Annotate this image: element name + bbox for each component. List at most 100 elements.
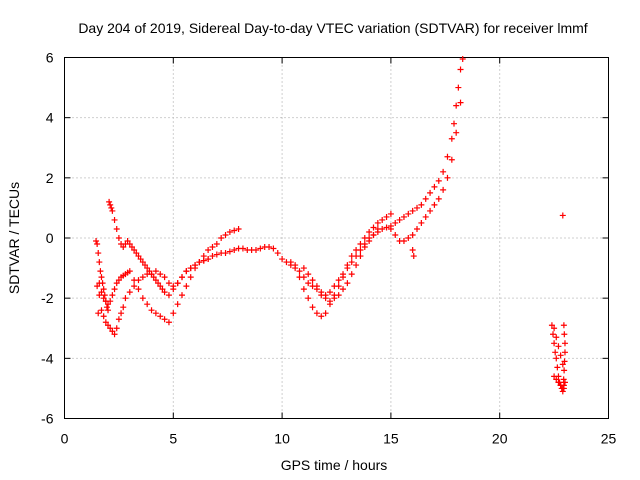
chart-title: Day 204 of 2019, Sidereal Day-to-day VTE… bbox=[78, 20, 587, 36]
data-point bbox=[435, 177, 442, 184]
data-point bbox=[561, 358, 568, 365]
data-point bbox=[152, 310, 159, 317]
data-point bbox=[457, 66, 464, 73]
data-point bbox=[165, 280, 172, 287]
data-point bbox=[361, 235, 368, 241]
data-point bbox=[326, 289, 333, 296]
data-point bbox=[387, 225, 394, 232]
data-point bbox=[340, 271, 347, 278]
data-point bbox=[348, 253, 355, 260]
data-point bbox=[561, 349, 568, 356]
data-point bbox=[548, 322, 555, 329]
data-point bbox=[561, 379, 568, 386]
data-point bbox=[400, 238, 407, 245]
data-point bbox=[179, 292, 186, 299]
data-point bbox=[313, 310, 320, 317]
data-point bbox=[344, 280, 351, 287]
x-tick-label: 0 bbox=[61, 431, 69, 447]
data-point bbox=[431, 183, 438, 190]
data-point bbox=[370, 224, 377, 231]
data-point bbox=[144, 301, 151, 308]
data-point bbox=[155, 280, 162, 287]
y-axis-label: SDTVAR / TECUs bbox=[6, 182, 22, 294]
data-point bbox=[152, 268, 159, 275]
data-point bbox=[554, 364, 561, 371]
data-point bbox=[187, 265, 194, 272]
data-point bbox=[559, 361, 566, 368]
data-point bbox=[387, 210, 394, 217]
data-point bbox=[128, 244, 135, 251]
data-point bbox=[553, 334, 560, 341]
data-point bbox=[148, 307, 155, 314]
data-point bbox=[405, 210, 412, 217]
data-point bbox=[560, 376, 567, 383]
data-point bbox=[414, 204, 421, 211]
data-point bbox=[109, 292, 116, 299]
data-point bbox=[418, 201, 425, 208]
data-point bbox=[113, 280, 120, 287]
data-point bbox=[274, 250, 281, 257]
data-point bbox=[353, 247, 360, 254]
data-point bbox=[157, 283, 164, 290]
data-point bbox=[400, 213, 407, 220]
x-tick-label: 15 bbox=[383, 431, 399, 447]
data-point bbox=[348, 271, 355, 278]
data-point bbox=[331, 283, 338, 290]
data-point bbox=[252, 247, 259, 254]
data-point bbox=[427, 189, 434, 196]
data-point bbox=[305, 271, 312, 278]
data-point bbox=[457, 99, 464, 106]
data-point bbox=[357, 241, 364, 248]
data-point bbox=[557, 382, 564, 389]
data-point bbox=[422, 195, 429, 202]
data-point bbox=[551, 373, 558, 380]
data-point bbox=[105, 322, 112, 329]
data-point bbox=[131, 277, 138, 284]
data-point bbox=[157, 313, 164, 320]
data-point bbox=[318, 313, 325, 320]
data-point bbox=[296, 268, 303, 275]
data-point bbox=[560, 385, 567, 392]
data-point bbox=[410, 253, 417, 260]
data-point bbox=[422, 213, 429, 220]
data-point bbox=[366, 228, 373, 235]
data-point bbox=[409, 231, 416, 238]
data-point bbox=[440, 186, 447, 193]
data-point bbox=[418, 219, 425, 226]
data-point bbox=[96, 292, 103, 299]
data-point bbox=[170, 286, 177, 293]
x-tick-labels: 0 5 10 15 20 25 bbox=[61, 431, 617, 447]
data-point bbox=[102, 298, 109, 305]
data-point bbox=[300, 274, 307, 281]
data-point bbox=[109, 207, 116, 214]
data-point bbox=[144, 265, 151, 272]
data-point bbox=[292, 262, 299, 269]
data-point bbox=[561, 340, 568, 347]
data-point bbox=[448, 156, 455, 163]
data-point bbox=[218, 235, 225, 241]
data-point bbox=[93, 238, 100, 245]
data-point bbox=[100, 313, 107, 320]
data-point bbox=[137, 256, 144, 263]
data-point bbox=[331, 295, 338, 302]
data-point bbox=[300, 265, 307, 272]
data-point bbox=[95, 310, 102, 317]
data-point bbox=[108, 204, 115, 211]
data-point bbox=[100, 295, 107, 302]
data-point bbox=[266, 244, 273, 251]
data-point bbox=[205, 256, 212, 263]
y-tick-label: 0 bbox=[46, 230, 54, 246]
data-point bbox=[409, 207, 416, 214]
data-point bbox=[124, 238, 131, 245]
x-tick-label: 10 bbox=[274, 431, 290, 447]
data-point bbox=[353, 262, 360, 269]
data-point bbox=[103, 304, 110, 311]
data-point bbox=[170, 310, 177, 317]
data-point bbox=[209, 253, 216, 260]
data-point bbox=[205, 247, 212, 254]
data-point bbox=[392, 231, 399, 238]
data-point bbox=[551, 325, 558, 332]
data-point bbox=[139, 274, 146, 281]
data-point bbox=[366, 238, 373, 245]
data-point bbox=[135, 286, 142, 293]
